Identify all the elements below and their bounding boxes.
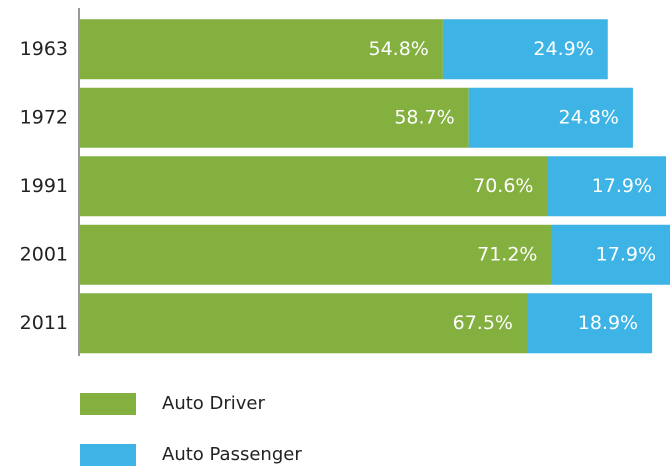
bar-segment [80, 224, 552, 285]
legend-swatch [80, 444, 136, 466]
data-label: 54.8% [369, 38, 429, 60]
bar-segment [80, 156, 548, 217]
y-tick-label: 1972 [20, 106, 68, 128]
y-tick-label: 2001 [20, 243, 68, 265]
legend-label: Auto Passenger [162, 444, 302, 465]
data-label: 67.5% [453, 312, 513, 334]
data-label: 17.9% [596, 243, 656, 265]
data-label: 18.9% [578, 312, 638, 334]
data-label: 24.8% [559, 106, 619, 128]
data-label: 24.9% [533, 38, 593, 60]
data-label: 70.6% [473, 175, 533, 197]
bar-segment [468, 87, 633, 148]
bar-segment [526, 293, 653, 354]
y-tick-label: 1963 [20, 38, 68, 60]
bar-segment [80, 87, 469, 148]
data-label: 58.7% [394, 106, 454, 128]
legend-label: Auto Driver [162, 393, 266, 414]
bar-segment [80, 19, 443, 80]
bar-segment [442, 19, 608, 80]
data-label: 17.9% [592, 175, 652, 197]
bar-segment [547, 156, 667, 217]
legend-swatch [80, 393, 136, 415]
data-label: 71.2% [477, 243, 537, 265]
bar-segment [80, 293, 527, 354]
y-tick-label: 1991 [20, 175, 68, 197]
y-tick-label: 2011 [20, 312, 68, 334]
bar-segment [551, 224, 670, 285]
